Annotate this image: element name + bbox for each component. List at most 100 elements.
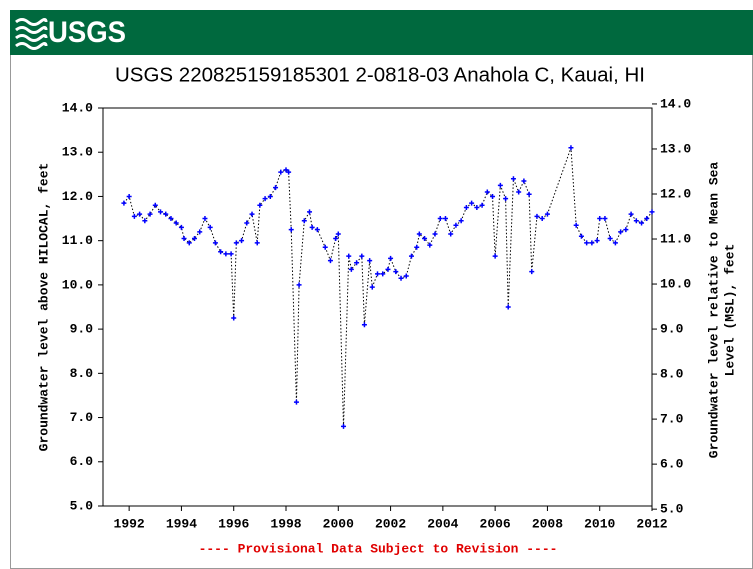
data-point: [152, 202, 158, 208]
data-point: [278, 169, 284, 175]
data-point: [186, 240, 192, 246]
data-point: [307, 209, 313, 215]
y-tick-label: 10.0: [62, 277, 93, 292]
data-point: [393, 269, 399, 275]
logo-waves: [15, 18, 48, 50]
data-point: [178, 224, 184, 230]
x-tick-label: 1992: [114, 516, 145, 531]
data-point: [414, 244, 420, 250]
data-point: [254, 240, 260, 246]
y-tick-label: 14.0: [62, 100, 93, 115]
data-point: [173, 220, 179, 226]
y-tick-label: 8.0: [70, 366, 94, 381]
data-point: [597, 216, 603, 222]
data-point: [578, 233, 584, 239]
data-point: [212, 240, 218, 246]
data-point: [207, 224, 213, 230]
data-point: [398, 275, 404, 281]
data-point: [296, 282, 302, 288]
data-point: [505, 304, 511, 310]
y-tick-label: 13.0: [62, 145, 93, 160]
data-point: [432, 231, 438, 237]
data-point: [283, 167, 289, 173]
y-tick-label: 11.0: [62, 233, 93, 248]
data-point: [607, 235, 613, 241]
data-point: [442, 216, 448, 222]
data-point: [584, 240, 590, 246]
data-point: [534, 213, 540, 219]
y2-axis-label: Groundwater level relative to Mean Sea: [706, 162, 721, 459]
data-point: [388, 255, 394, 261]
x-tick-label: 2012: [636, 516, 667, 531]
plot-area: [102, 107, 653, 507]
data-point: [197, 229, 203, 235]
data-point: [158, 209, 164, 215]
data-point: [273, 185, 279, 191]
data-point: [286, 169, 292, 175]
data-point: [223, 251, 229, 257]
y2-tick-label: 5.0: [660, 502, 684, 517]
footer-note: ---- Provisional Data Subject to Revisio…: [199, 541, 558, 556]
data-point: [202, 216, 208, 222]
data-point: [602, 216, 608, 222]
x-tick-label: 2002: [375, 516, 406, 531]
data-point: [427, 242, 433, 248]
y2-tick-label: 14.0: [660, 96, 691, 111]
data-point: [416, 231, 422, 237]
data-point: [309, 224, 315, 230]
data-point: [497, 182, 503, 188]
y2-tick-label: 8.0: [660, 367, 684, 382]
data-point: [137, 211, 143, 217]
x-tick-label: 1996: [218, 516, 249, 531]
data-point: [267, 193, 273, 199]
chart-title: USGS 220825159185301 2-0818-03 Anahola C…: [115, 64, 645, 86]
data-point: [612, 240, 618, 246]
data-point: [490, 193, 496, 199]
data-point: [131, 213, 137, 219]
x-tick-label: 2008: [532, 516, 563, 531]
data-point: [228, 251, 234, 257]
y2-tick-label: 10.0: [660, 276, 691, 291]
x-tick-label: 2006: [480, 516, 511, 531]
data-point: [479, 202, 485, 208]
y-tick-label: 5.0: [70, 498, 94, 513]
x-tick-label: 2010: [584, 516, 615, 531]
data-point: [142, 218, 148, 224]
y2-tick-label: 9.0: [660, 321, 684, 336]
data-point: [192, 235, 197, 241]
data-point: [649, 209, 655, 215]
data-point: [293, 399, 299, 405]
data-point: [163, 211, 169, 217]
data-point: [314, 227, 320, 233]
data-point: [288, 227, 294, 233]
data-point: [521, 178, 527, 184]
x-tick-label: 1998: [270, 516, 301, 531]
data-point: [359, 253, 365, 259]
data-point: [231, 315, 237, 321]
data-point: [126, 193, 132, 199]
data-point: [301, 218, 307, 224]
data-point: [218, 249, 224, 255]
data-point: [249, 211, 255, 217]
y2-tick-label: 12.0: [660, 186, 691, 201]
data-point: [526, 191, 532, 197]
data-point: [510, 176, 516, 182]
data-point: [181, 235, 187, 241]
data-point: [322, 244, 328, 250]
x-tick-label: 2000: [323, 516, 354, 531]
data-point: [408, 253, 414, 259]
data-point: [644, 216, 650, 222]
data-point: [367, 258, 373, 264]
y2-tick-label: 7.0: [660, 412, 684, 427]
data-point: [503, 196, 509, 202]
data-point: [594, 238, 600, 244]
data-point: [121, 200, 127, 206]
logo-text: USGS: [48, 16, 126, 49]
data-point: [639, 220, 645, 226]
data-point: [623, 227, 629, 233]
data-point: [618, 229, 624, 235]
data-point: [448, 231, 454, 237]
data-point: [239, 238, 245, 244]
data-point: [516, 189, 522, 195]
